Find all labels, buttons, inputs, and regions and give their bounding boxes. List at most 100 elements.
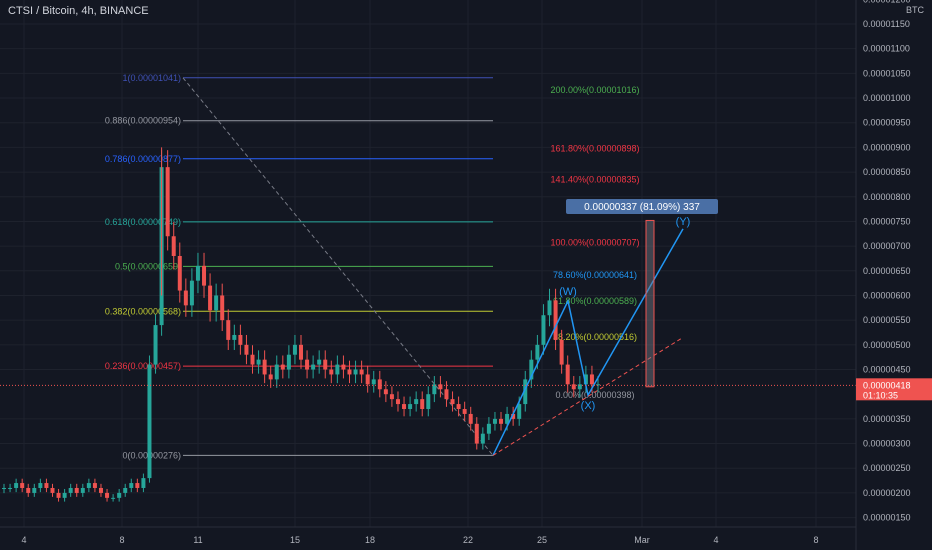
fib-trend-line[interactable] <box>182 77 494 456</box>
candle-body[interactable] <box>86 483 91 488</box>
candle-body[interactable] <box>347 369 352 375</box>
candle-body[interactable] <box>299 344 303 360</box>
candle-body[interactable] <box>559 339 564 365</box>
candle-body[interactable] <box>105 492 110 498</box>
candle-body[interactable] <box>165 167 170 237</box>
price-range-box[interactable] <box>645 219 655 388</box>
candle-body[interactable] <box>432 384 437 395</box>
candle-body[interactable] <box>535 344 540 360</box>
drawings[interactable]: (W) (X) (Y) 0.00000337 (81.09%) 337 <box>0 199 856 456</box>
candle-body[interactable] <box>177 255 182 291</box>
candle-body[interactable] <box>383 389 388 395</box>
candle-body[interactable] <box>111 497 116 499</box>
candle-body[interactable] <box>596 384 600 386</box>
candle-body[interactable] <box>547 300 552 316</box>
candle-body[interactable] <box>499 418 504 424</box>
candle-body[interactable] <box>456 404 461 410</box>
candle-body[interactable] <box>486 423 491 434</box>
wave-path[interactable] <box>492 228 684 456</box>
candle-body[interactable] <box>98 487 103 493</box>
candle-body[interactable] <box>365 374 370 385</box>
candle-body[interactable] <box>141 478 146 488</box>
candle-body[interactable] <box>583 374 588 385</box>
candle-body[interactable] <box>26 487 31 493</box>
candle-body[interactable] <box>286 354 291 370</box>
candle-body[interactable] <box>14 483 19 488</box>
candle-body[interactable] <box>92 483 97 488</box>
candle-body[interactable] <box>202 265 207 286</box>
candle-body[interactable] <box>505 413 510 424</box>
candle-body[interactable] <box>317 359 322 365</box>
candle-body[interactable] <box>420 399 425 410</box>
candle-body[interactable] <box>408 404 413 410</box>
candle-body[interactable] <box>292 344 297 355</box>
candle-body[interactable] <box>250 354 255 365</box>
candle-body[interactable] <box>20 483 25 488</box>
candle-body[interactable] <box>371 379 376 385</box>
candle-body[interactable] <box>426 394 431 410</box>
candle-body[interactable] <box>80 487 85 493</box>
candle-body[interactable] <box>377 379 382 390</box>
candle-body[interactable] <box>238 334 243 345</box>
candle-body[interactable] <box>226 320 231 340</box>
candle-body[interactable] <box>32 487 37 493</box>
fib-retracement[interactable]: 1(0.00001041) 0.886(0.00000954) 0.786(0.00… <box>105 73 494 461</box>
candle-body[interactable] <box>389 394 394 400</box>
candle-body[interactable] <box>123 487 128 493</box>
candle-body[interactable] <box>262 359 267 375</box>
candle-body[interactable] <box>117 492 122 498</box>
candle-body[interactable] <box>153 325 158 365</box>
candle-body[interactable] <box>577 384 582 390</box>
candle-body[interactable] <box>402 404 407 410</box>
candle-body[interactable] <box>414 399 419 405</box>
candle-body[interactable] <box>311 364 316 370</box>
candle-body[interactable] <box>480 433 485 444</box>
candle-body[interactable] <box>56 492 61 498</box>
candle-body[interactable] <box>444 389 449 400</box>
candles[interactable] <box>2 147 600 502</box>
candle-body[interactable] <box>68 487 73 493</box>
fib-extension[interactable]: 200.00%(0.00001016) 161.80%(0.00000898) 14… <box>550 85 639 400</box>
candle-body[interactable] <box>589 374 594 385</box>
candle-body[interactable] <box>44 483 49 488</box>
candle-body[interactable] <box>62 492 67 498</box>
candle-body[interactable] <box>335 364 340 375</box>
candle-body[interactable] <box>329 369 334 375</box>
candle-body[interactable] <box>492 418 497 424</box>
candle-body[interactable] <box>305 359 310 370</box>
candle-body[interactable] <box>565 364 570 385</box>
candle-body[interactable] <box>468 413 473 424</box>
candle-body[interactable] <box>474 423 479 444</box>
candle-body[interactable] <box>274 364 279 380</box>
candle-body[interactable] <box>462 409 467 414</box>
candle-body[interactable] <box>195 265 200 281</box>
candle-body[interactable] <box>244 344 249 355</box>
candle-body[interactable] <box>147 364 152 479</box>
candle-body[interactable] <box>74 487 79 493</box>
candle-body[interactable] <box>189 280 194 306</box>
candle-body[interactable] <box>232 334 237 340</box>
candle-body[interactable] <box>214 295 219 311</box>
candle-body[interactable] <box>171 236 176 256</box>
candle-body[interactable] <box>353 369 358 375</box>
time-axis[interactable]: 4 8 11 15 18 22 25 Mar 4 8 <box>0 526 856 545</box>
candle-body[interactable] <box>395 399 400 405</box>
candle-body[interactable] <box>268 374 273 380</box>
candle-body[interactable] <box>359 369 364 375</box>
candle-body[interactable] <box>523 379 528 405</box>
candle-body[interactable] <box>438 384 443 390</box>
candle-body[interactable] <box>50 487 55 493</box>
candle-body[interactable] <box>38 483 43 488</box>
candle-body[interactable] <box>220 295 225 321</box>
candle-body[interactable] <box>129 483 134 488</box>
candle-body[interactable] <box>529 359 534 380</box>
candle-body[interactable] <box>450 399 455 405</box>
candle-body[interactable] <box>135 483 140 488</box>
candle-body[interactable] <box>208 285 213 311</box>
candle-body[interactable] <box>511 413 516 419</box>
candle-body[interactable] <box>2 487 6 490</box>
candle-body[interactable] <box>280 364 285 370</box>
